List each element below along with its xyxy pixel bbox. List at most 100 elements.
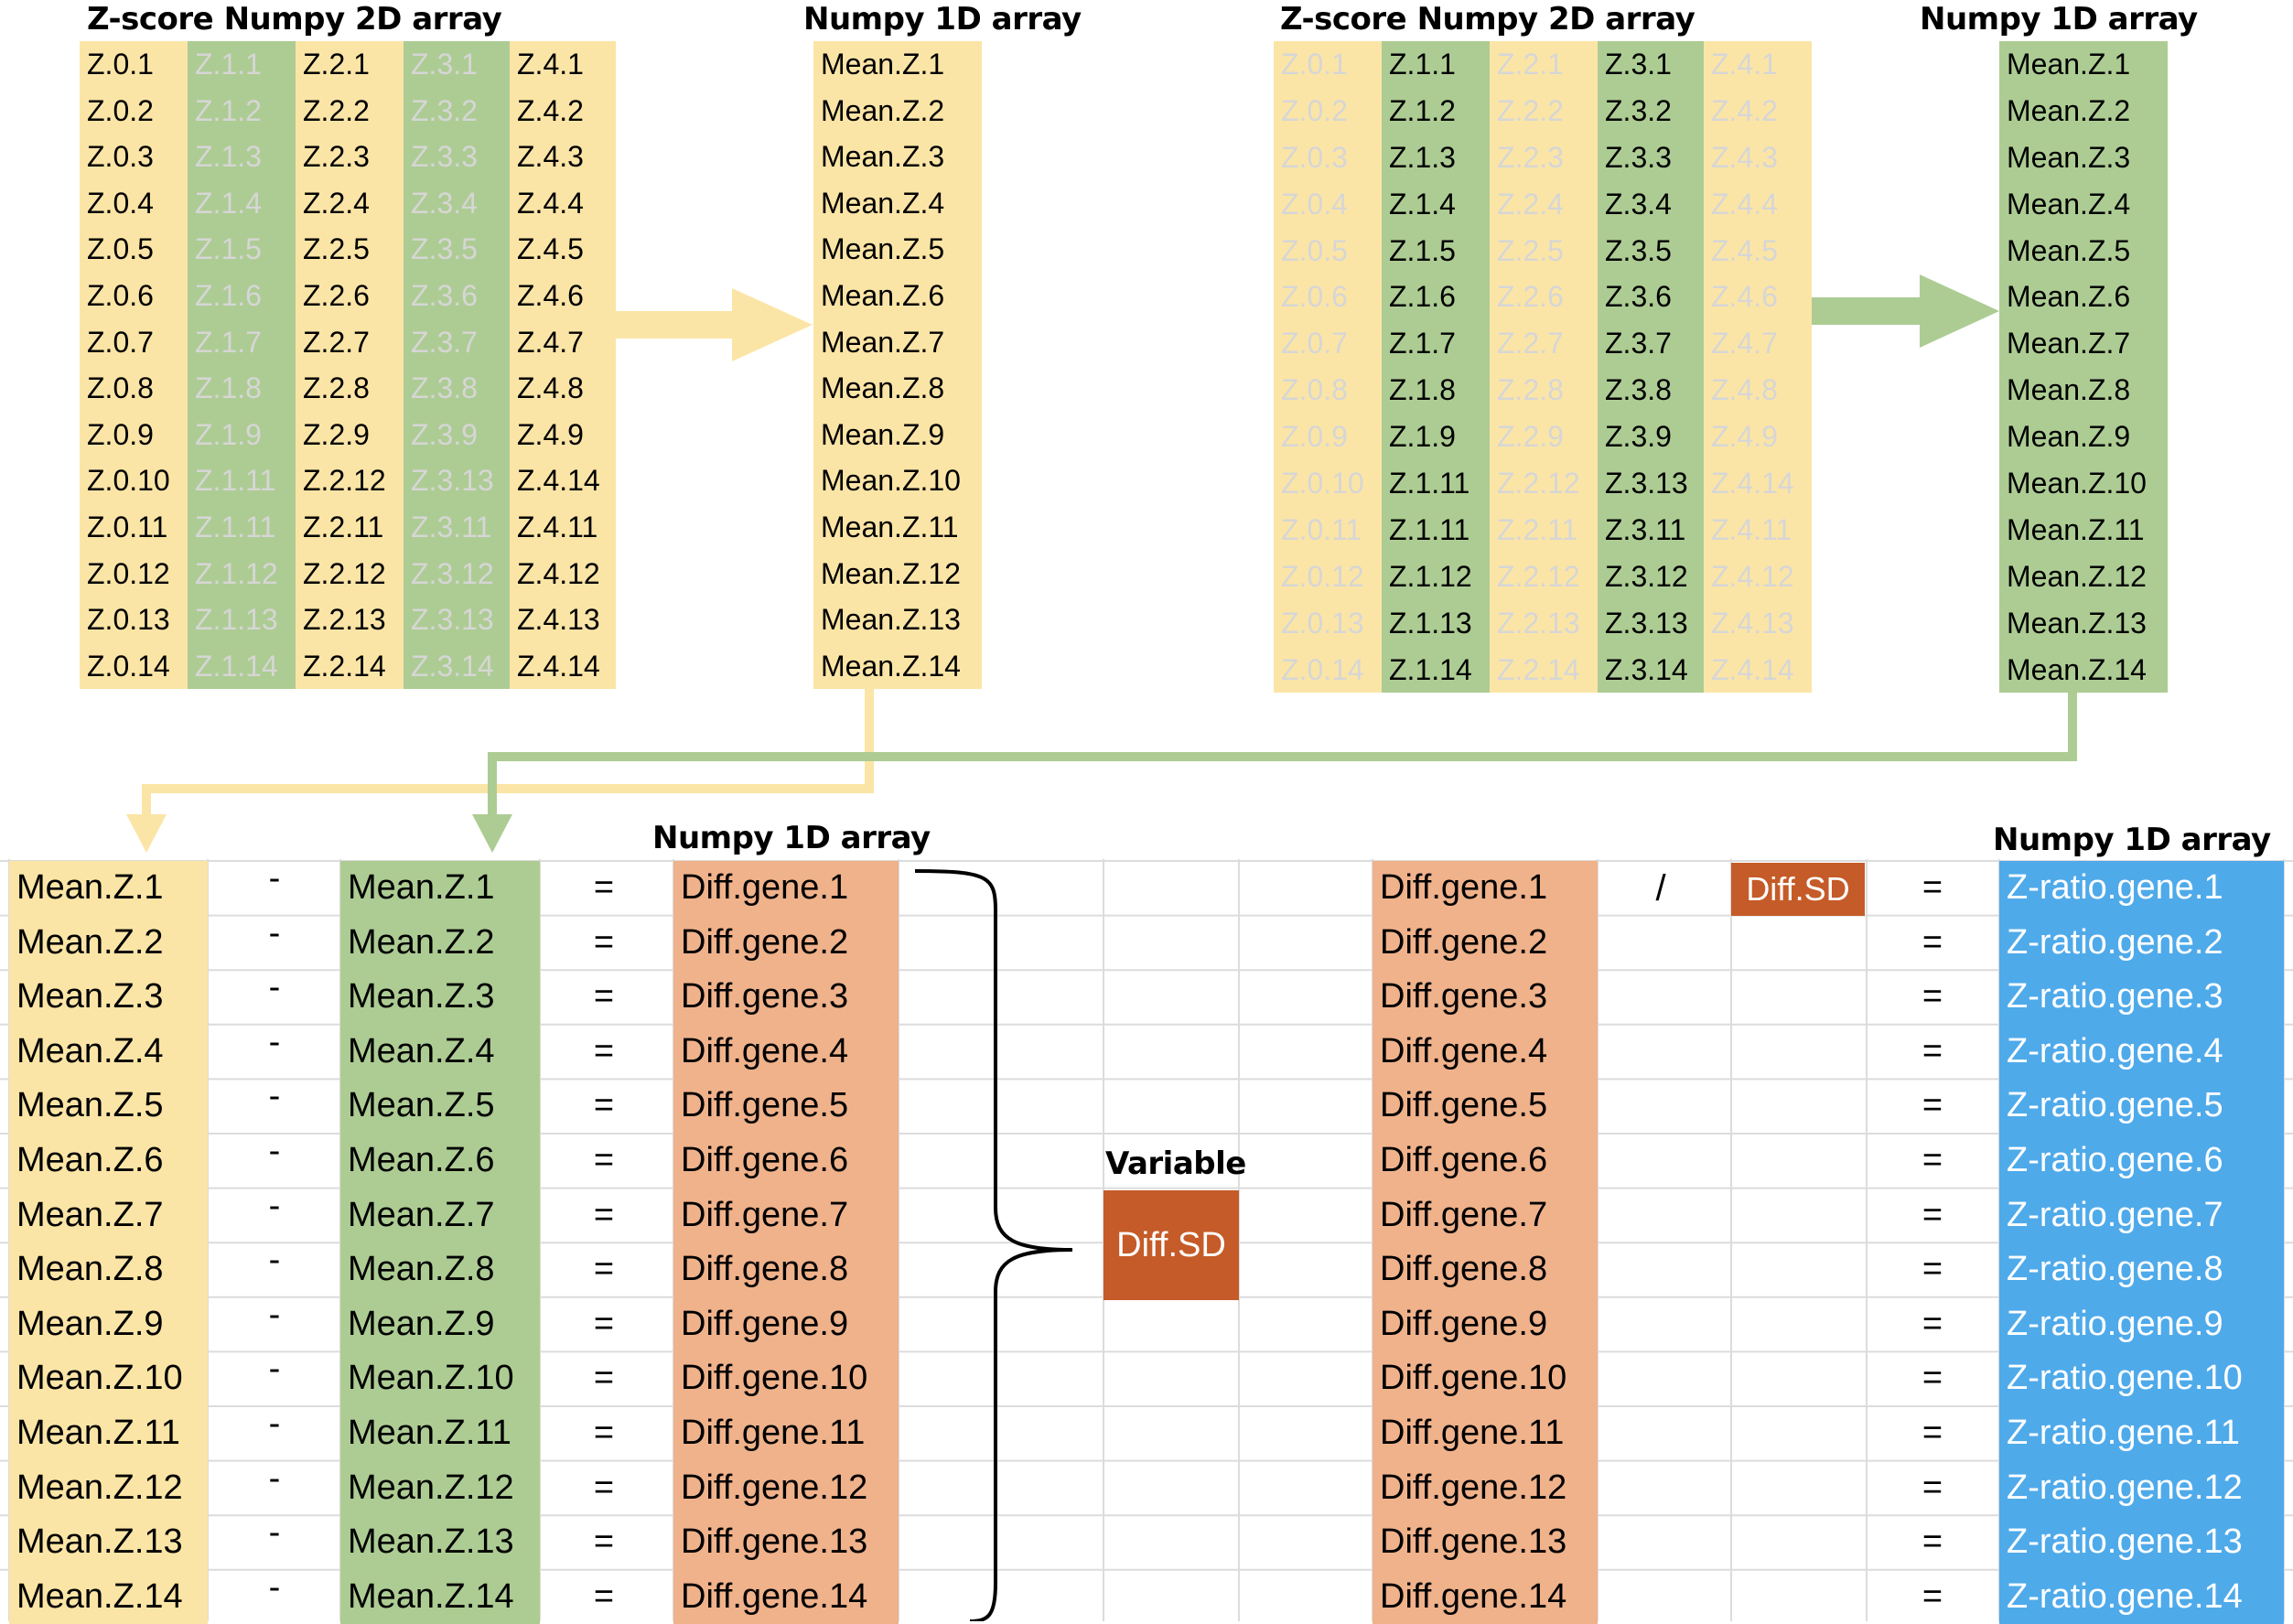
zscore-column-2-left-cell: Z.2.7 (303, 325, 370, 359)
mean-b-column-cell: Mean.Z.6 (348, 1140, 495, 1179)
equals-left-symbol: = (593, 1359, 615, 1398)
equals-right-symbol: = (1922, 1195, 1943, 1234)
zscore-column-4-left-cell: Z.4.7 (517, 325, 584, 359)
mean-column-left-cell: Mean.Z.1 (821, 48, 945, 81)
zscore-column-2-right-cell: Z.2.13 (1497, 606, 1580, 640)
z-ratio-column-cell: Z-ratio.gene.9 (2007, 1304, 2223, 1343)
zscore-column-0-left-cell: Z.0.14 (87, 649, 170, 683)
diff-column-right-cell: Diff.gene.8 (1380, 1250, 1548, 1289)
mean-column-left-cell: Mean.Z.3 (821, 140, 945, 174)
zscore-column-2-right: Z.2.1 Z.2.2 Z.2.3 Z.2.4 Z.2.5 Z.2.6 Z.2.7 Z.2.8… (1490, 41, 1598, 694)
zscore-column-0-left-cell: Z.0.12 (87, 556, 170, 590)
diff-column-right-cell: Diff.gene.13 (1380, 1522, 1567, 1562)
zscore-column-0-right-cell: Z.0.7 (1281, 327, 1348, 360)
mean-a-column-cell: Mean.Z.13 (16, 1522, 183, 1562)
equals-column-left: = = = = = = = = = = = = = = (567, 861, 641, 1624)
mean-column-right-cell: Mean.Z.2 (2007, 93, 2131, 127)
green-connector-line (488, 689, 2077, 822)
zscore-column-2-right-cell: Z.2.11 (1497, 512, 1578, 546)
diff-sd-variable-box: Diff.SD (1103, 1190, 1239, 1300)
zscore-column-3-left-cell: Z.3.13 (411, 603, 494, 637)
mean-b-column-cell: Mean.Z.12 (348, 1468, 514, 1507)
mean-column-left-cell: Mean.Z.4 (821, 186, 945, 220)
yellow-connector-line (142, 686, 874, 822)
mean-column-right-cell: Mean.Z.4 (2007, 187, 2131, 220)
zscore-column-4-right-cell: Z.4.9 (1711, 420, 1778, 454)
zscore-column-0-right-cell: Z.0.8 (1281, 373, 1348, 407)
zscore-column-0-right-cell: Z.0.13 (1281, 606, 1364, 640)
diff-column-right-cell: Diff.gene.11 (1380, 1413, 1565, 1452)
zscore-column-1-left-cell: Z.1.4 (195, 186, 262, 220)
zscore-column-2-left-cell: Z.2.3 (303, 140, 370, 174)
mean-1d-array-title-right: Numpy 1D array (1920, 1, 2198, 38)
equals-left-symbol: = (593, 1195, 615, 1234)
zscore-column-4-left-cell: Z.4.8 (517, 371, 584, 405)
mean-b-column-cell: Mean.Z.1 (348, 868, 495, 907)
zscore-column-0-right-cell: Z.0.12 (1281, 559, 1364, 593)
zscore-column-1-right-cell: Z.1.1 (1389, 48, 1456, 81)
zscore-column-2-right-cell: Z.2.8 (1497, 373, 1564, 407)
equals-right-symbol: = (1922, 1140, 1943, 1179)
zscore-column-1-left-cell: Z.1.11 (195, 510, 276, 543)
minus-symbol: - (268, 1241, 281, 1280)
mean-column-left-cell: Mean.Z.7 (821, 325, 945, 359)
mean-b-column-cell: Mean.Z.3 (348, 977, 495, 1016)
z-ratio-column-cell: Z-ratio.gene.14 (2007, 1576, 2243, 1616)
mean-a-column-cell: Mean.Z.5 (16, 1086, 164, 1125)
mean-column-right-cell: Mean.Z.12 (2007, 559, 2147, 593)
mean-b-column-cell: Mean.Z.8 (348, 1250, 495, 1289)
equals-right-symbol: = (1922, 1086, 1943, 1125)
mean-column-left: Mean.Z.1 Mean.Z.2 Mean.Z.3 Mean.Z.4 Mean.Z.5… (813, 41, 982, 690)
zscore-column-4-left-cell: Z.4.14 (517, 464, 600, 498)
mean-column-right-cell: Mean.Z.8 (2007, 373, 2131, 407)
zscore-column-3-right-cell: Z.3.11 (1605, 512, 1686, 546)
zscore-column-0-right: Z.0.1 Z.0.2 Z.0.3 Z.0.4 Z.0.5 Z.0.6 Z.0.7 Z.0.8… (1274, 41, 1382, 694)
curly-brace (914, 869, 1073, 1621)
zscore-column-2-left-cell: Z.2.1 (303, 48, 370, 81)
zscore-column-4-left-cell: Z.4.6 (517, 278, 584, 312)
zscore-column-0-left: Z.0.1 Z.0.2 Z.0.3 Z.0.4 Z.0.5 Z.0.6 Z.0.7 Z.0.8… (80, 41, 188, 690)
mean-column-left-cell: Mean.Z.6 (821, 278, 945, 312)
zscore-column-3-left-cell: Z.3.6 (411, 278, 478, 312)
zscore-column-1-right-cell: Z.1.12 (1389, 559, 1472, 593)
diff-column-right-cell: Diff.gene.7 (1380, 1195, 1548, 1234)
zscore-column-2-right-cell: Z.2.4 (1497, 187, 1564, 220)
zscore-column-4-right-cell: Z.4.1 (1711, 48, 1778, 81)
zscore-column-3-left-cell: Z.3.12 (411, 556, 494, 590)
zscore-column-3-left-cell: Z.3.11 (411, 510, 492, 543)
zscore-column-4-right-cell: Z.4.13 (1711, 606, 1794, 640)
zscore-column-1-left-cell: Z.1.14 (195, 649, 278, 683)
zscore-column-4-left-cell: Z.4.14 (517, 649, 600, 683)
zscore-column-1-right-cell: Z.1.9 (1389, 420, 1456, 454)
equals-left-symbol: = (593, 1140, 615, 1179)
mean-column-left-cell: Mean.Z.13 (821, 603, 961, 637)
mean-a-column-cell: Mean.Z.8 (16, 1250, 164, 1289)
zscore-column-3-right-cell: Z.3.13 (1605, 467, 1688, 500)
zscore-column-1-right-cell: Z.1.2 (1389, 93, 1456, 127)
zscore-column-0-left-cell: Z.0.10 (87, 464, 170, 498)
zscore-column-1-right-cell: Z.1.6 (1389, 280, 1456, 314)
zscore-column-3-left-cell: Z.3.9 (411, 417, 478, 451)
diff-column-left-cell: Diff.gene.4 (681, 1031, 849, 1070)
mean-column-right: Mean.Z.1 Mean.Z.2 Mean.Z.3 Mean.Z.4 Mean.Z.5… (1999, 41, 2168, 694)
zscore-column-0-left-cell: Z.0.4 (87, 186, 154, 220)
variable-title: Variable (1105, 1145, 1246, 1182)
zscore-column-1-right-cell: Z.1.13 (1389, 606, 1472, 640)
diff-column-right-cell: Diff.gene.3 (1380, 977, 1548, 1016)
zscore-column-0-right-cell: Z.0.5 (1281, 233, 1348, 267)
zscore-column-0-left-cell: Z.0.6 (87, 278, 154, 312)
zscore-column-2-right-cell: Z.2.2 (1497, 93, 1564, 127)
zscore-column-2-left-cell: Z.2.12 (303, 556, 386, 590)
equals-left-symbol: = (593, 1413, 615, 1452)
zscore-column-0-left-cell: Z.0.13 (87, 603, 170, 637)
mean-a-column-cell: Mean.Z.10 (16, 1359, 183, 1398)
zscore-column-4-right-cell: Z.4.12 (1711, 559, 1794, 593)
diff-column-right-cell: Diff.gene.10 (1380, 1359, 1567, 1398)
zscore-column-4-right-cell: Z.4.8 (1711, 373, 1778, 407)
zscore-column-3-right: Z.3.1 Z.3.2 Z.3.3 Z.3.4 Z.3.5 Z.3.6 Z.3.7 Z.3.8… (1598, 41, 1704, 694)
diff-column-right-cell: Diff.gene.1 (1380, 868, 1548, 907)
mean-column-left-cell: Mean.Z.9 (821, 417, 945, 451)
zscore-column-1-right-cell: Z.1.14 (1389, 652, 1472, 686)
minus-symbol: - (268, 968, 281, 1007)
zscore-column-1-left-cell: Z.1.2 (195, 93, 262, 127)
